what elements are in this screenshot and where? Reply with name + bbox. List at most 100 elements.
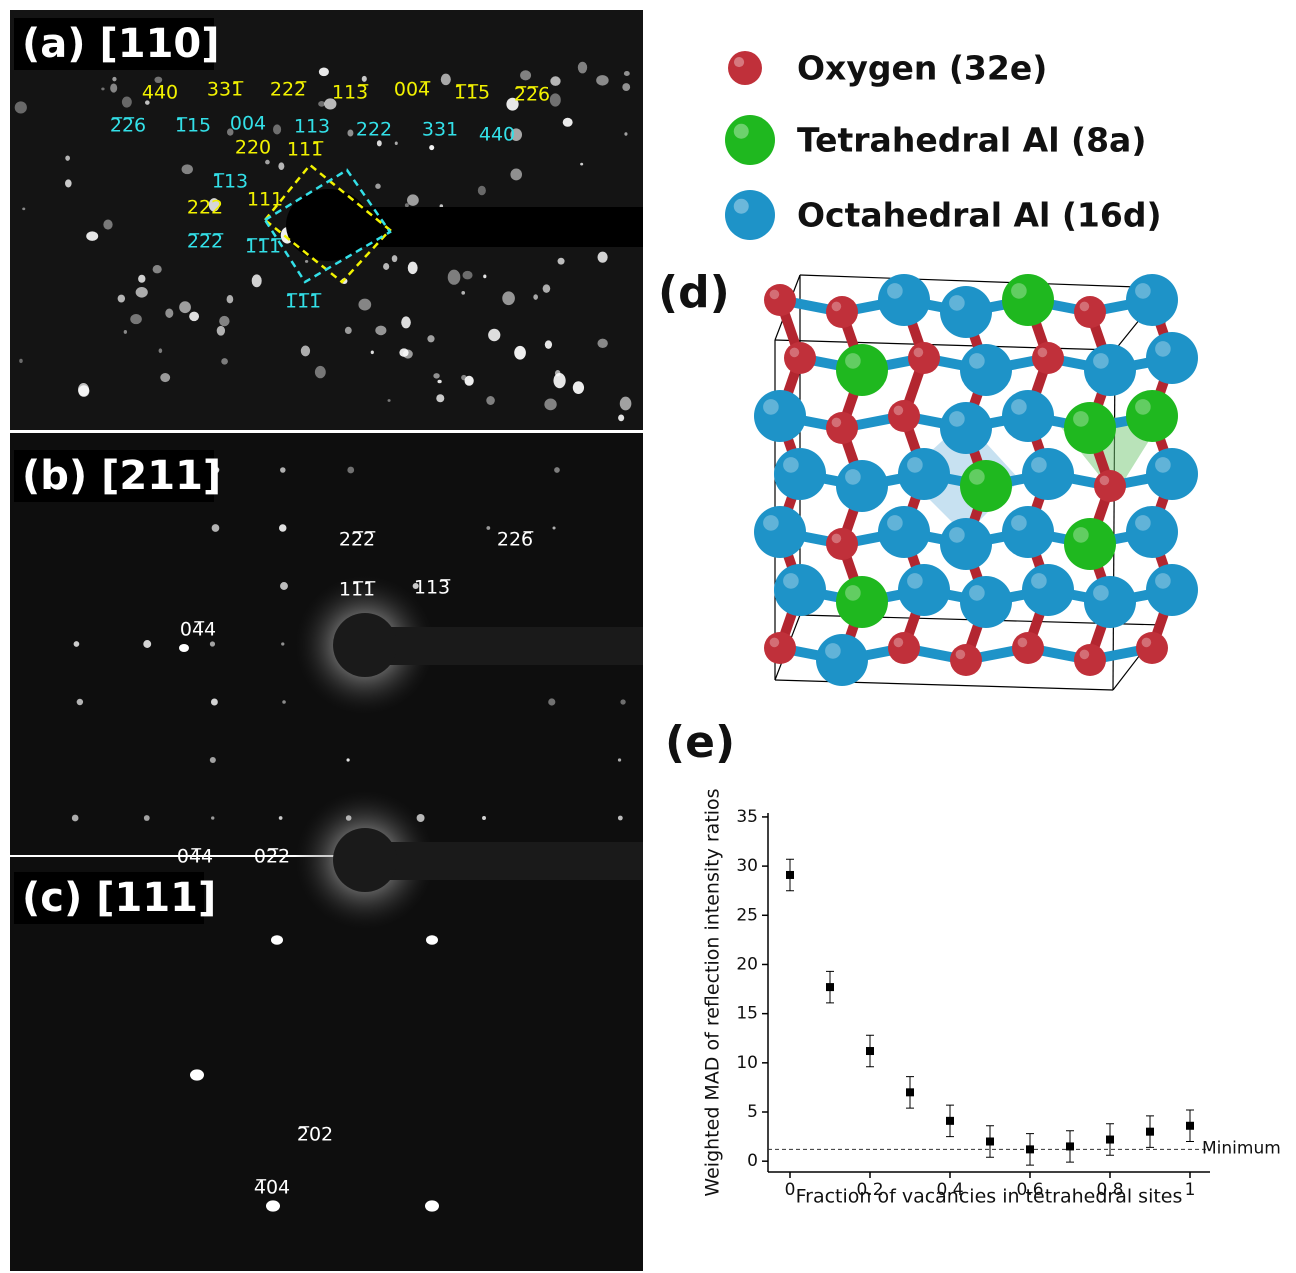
- atom-highlight: [845, 585, 861, 601]
- spot: [555, 370, 561, 376]
- spot: [103, 219, 112, 229]
- spot: [210, 641, 215, 646]
- reflection-label: 2̅2̅6: [514, 84, 550, 106]
- reflection-label: 22̅2̅: [339, 529, 376, 551]
- crystal-structure: [754, 274, 1198, 690]
- spot: [408, 262, 418, 274]
- atom: [878, 506, 930, 558]
- spot: [265, 160, 270, 165]
- atom: [826, 296, 858, 328]
- data-point: [826, 983, 834, 991]
- x-tick-label: 0: [785, 1180, 796, 1200]
- y-tick-label: 30: [736, 856, 758, 876]
- atom-highlight: [1135, 399, 1151, 415]
- spot: [77, 699, 83, 705]
- atom: [1074, 644, 1106, 676]
- panel-title: (b) [211]: [22, 453, 221, 499]
- atom: [1146, 332, 1198, 384]
- reflection-label: 222: [187, 197, 223, 219]
- atom: [1002, 506, 1054, 558]
- reflection-label: 331̅: [207, 79, 244, 101]
- spot: [463, 271, 473, 280]
- data-point: [906, 1088, 914, 1096]
- reflection-label: 004: [230, 113, 266, 135]
- reflection-label: 113̅: [332, 82, 369, 104]
- reflection-label: 02̅2: [254, 846, 290, 868]
- spot: [553, 526, 556, 529]
- atom: [940, 518, 992, 570]
- atom-highlight: [1155, 573, 1171, 589]
- spot: [548, 698, 555, 705]
- atom-highlight: [845, 469, 861, 485]
- spot: [448, 270, 461, 285]
- spot: [130, 314, 142, 324]
- atom-highlight: [914, 348, 924, 358]
- cell-edge: [775, 680, 1113, 690]
- spot: [399, 348, 408, 356]
- spot: [358, 299, 371, 311]
- spot: [514, 346, 526, 360]
- spot: [345, 327, 352, 334]
- atom: [836, 460, 888, 512]
- atom-highlight: [887, 283, 903, 299]
- spot: [620, 397, 632, 411]
- spot: [124, 330, 127, 334]
- atom-highlight: [1135, 283, 1151, 299]
- spot: [281, 642, 284, 645]
- spot: [282, 700, 286, 704]
- spot: [118, 295, 125, 303]
- spot: [486, 396, 495, 405]
- atom-highlight: [969, 353, 985, 369]
- spot: [554, 467, 560, 473]
- spot: [377, 140, 382, 146]
- spot: [219, 316, 229, 326]
- spot: [305, 260, 308, 263]
- spot: [618, 816, 623, 821]
- spot: [280, 582, 288, 590]
- atom: [960, 344, 1012, 396]
- panel-title: (a) [110]: [22, 21, 220, 67]
- spot: [280, 467, 286, 473]
- reflection-label: 111̅: [287, 139, 324, 161]
- atom-highlight: [1073, 411, 1089, 427]
- reflection-label: 222̅: [270, 79, 307, 101]
- spot: [227, 295, 234, 303]
- spot: [461, 291, 465, 295]
- atom: [764, 284, 796, 316]
- spot: [165, 308, 173, 317]
- spot: [429, 145, 434, 150]
- spot: [425, 1200, 439, 1211]
- atom-highlight: [832, 534, 842, 544]
- spot: [319, 67, 329, 76]
- spot: [78, 385, 89, 397]
- reflection-label: 1̅13: [212, 171, 248, 193]
- atom: [950, 644, 982, 676]
- atom-highlight: [783, 457, 799, 473]
- spot: [371, 350, 374, 354]
- legend-label: Octahedral Al (16d): [797, 196, 1162, 235]
- spot: [182, 164, 193, 174]
- atom: [1136, 632, 1168, 664]
- reference-label: Minimum: [1202, 1138, 1281, 1158]
- atom-highlight: [1031, 457, 1047, 473]
- spot: [433, 373, 439, 378]
- spot: [346, 758, 349, 761]
- y-tick-label: 15: [736, 1004, 758, 1024]
- atom-highlight: [1080, 650, 1090, 660]
- atom-highlight: [969, 585, 985, 601]
- atom: [960, 576, 1012, 628]
- reflection-label: 11̅1̅: [339, 579, 376, 601]
- atom: [836, 576, 888, 628]
- atom: [1084, 344, 1136, 396]
- atom: [754, 390, 806, 442]
- y-tick-label: 10: [736, 1053, 758, 1073]
- atom-highlight: [770, 290, 780, 300]
- atom-highlight: [949, 295, 965, 311]
- reflection-label: 2̅02: [297, 1124, 333, 1146]
- atom: [1064, 518, 1116, 570]
- spot: [550, 76, 560, 86]
- spot: [347, 130, 353, 137]
- y-tick-label: 35: [736, 807, 758, 827]
- atom: [816, 634, 868, 686]
